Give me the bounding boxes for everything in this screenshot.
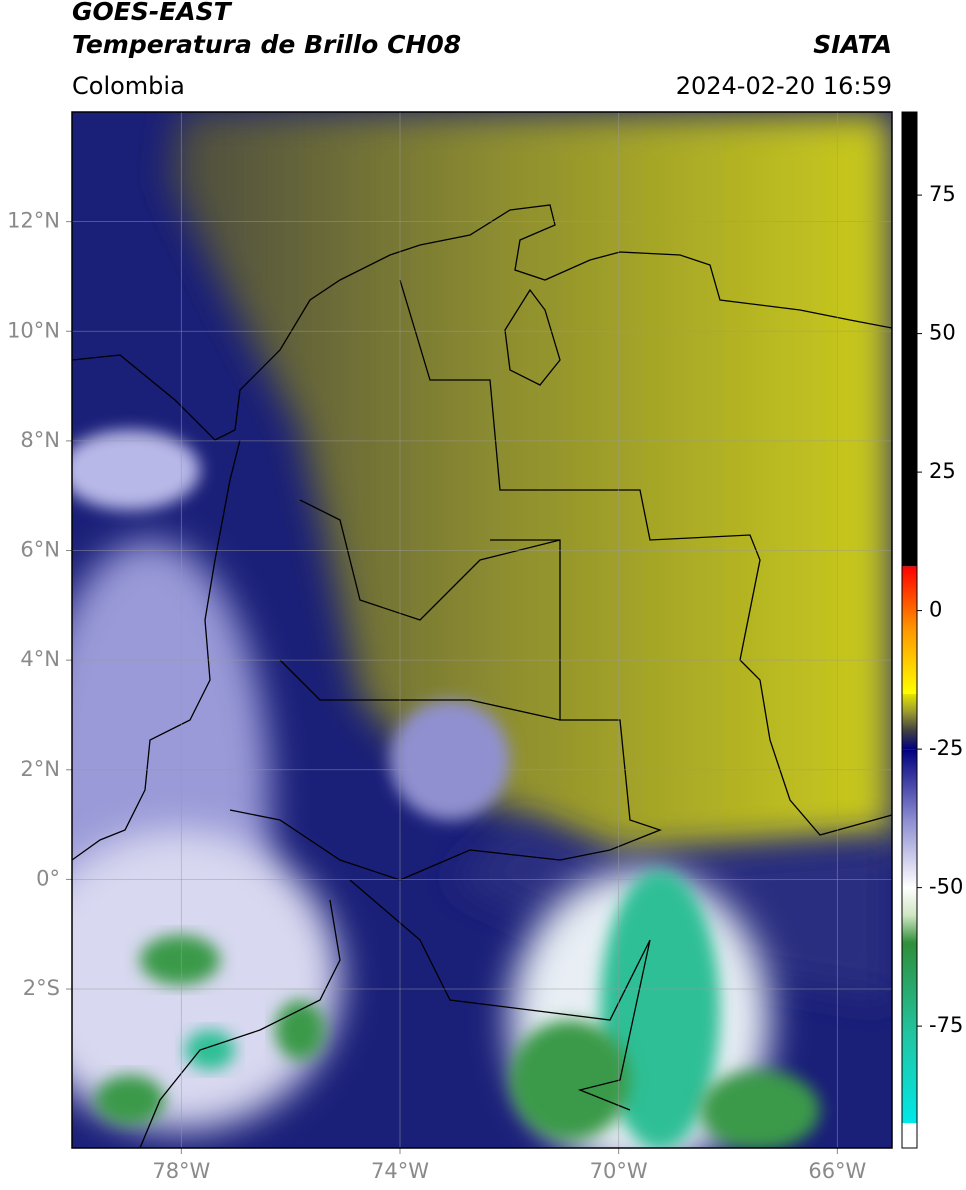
colorbar-tick-label: -25 [929, 736, 963, 760]
colorbar-tick-label: 50 [929, 321, 956, 345]
colorbar-segment [902, 749, 917, 888]
map-frame [71, 111, 893, 1149]
timestamp: 2024-02-20 16:59 [676, 72, 892, 100]
x-tick-label: 70°W [590, 1159, 648, 1183]
y-tick-label: 4°N [20, 647, 60, 671]
colorbar-tick-label: -75 [929, 1013, 963, 1037]
y-tick-label: 2°S [23, 976, 60, 1000]
region: Colombia [72, 72, 185, 100]
colorbar-frame [901, 111, 918, 1149]
colorbar-segment [902, 1123, 917, 1148]
y-tick-label: 6°N [20, 538, 60, 562]
y-tick-label: 12°N [7, 209, 60, 233]
colorbar-tick-label: 75 [929, 182, 956, 206]
source: SIATA [813, 30, 892, 59]
colorbar-segment [902, 566, 917, 694]
colorbar-segment [902, 693, 917, 750]
colorbar-tick-label: 25 [929, 459, 956, 483]
x-tick-label: 66°W [808, 1159, 866, 1183]
colorbar-tick-label: -50 [929, 875, 963, 899]
satellite-image [72, 112, 892, 1148]
graticule [72, 112, 892, 1148]
colorbar-segment [902, 943, 917, 1124]
coastlines [72, 204, 892, 1148]
y-tick-label: 8°N [20, 428, 60, 452]
colorbar-tick-label: 0 [929, 598, 942, 622]
x-tick-label: 74°W [371, 1159, 429, 1183]
y-tick-label: 10°N [7, 318, 60, 342]
colorbar-segment [902, 112, 917, 567]
x-tick-label: 78°W [152, 1159, 210, 1183]
y-tick-label: 0° [36, 866, 60, 890]
colorbar-segment [902, 887, 917, 944]
subtitle: Temperatura de Brillo CH08 [72, 30, 461, 59]
y-tick-label: 2°N [20, 757, 60, 781]
title: GOES-EAST [72, 0, 233, 26]
